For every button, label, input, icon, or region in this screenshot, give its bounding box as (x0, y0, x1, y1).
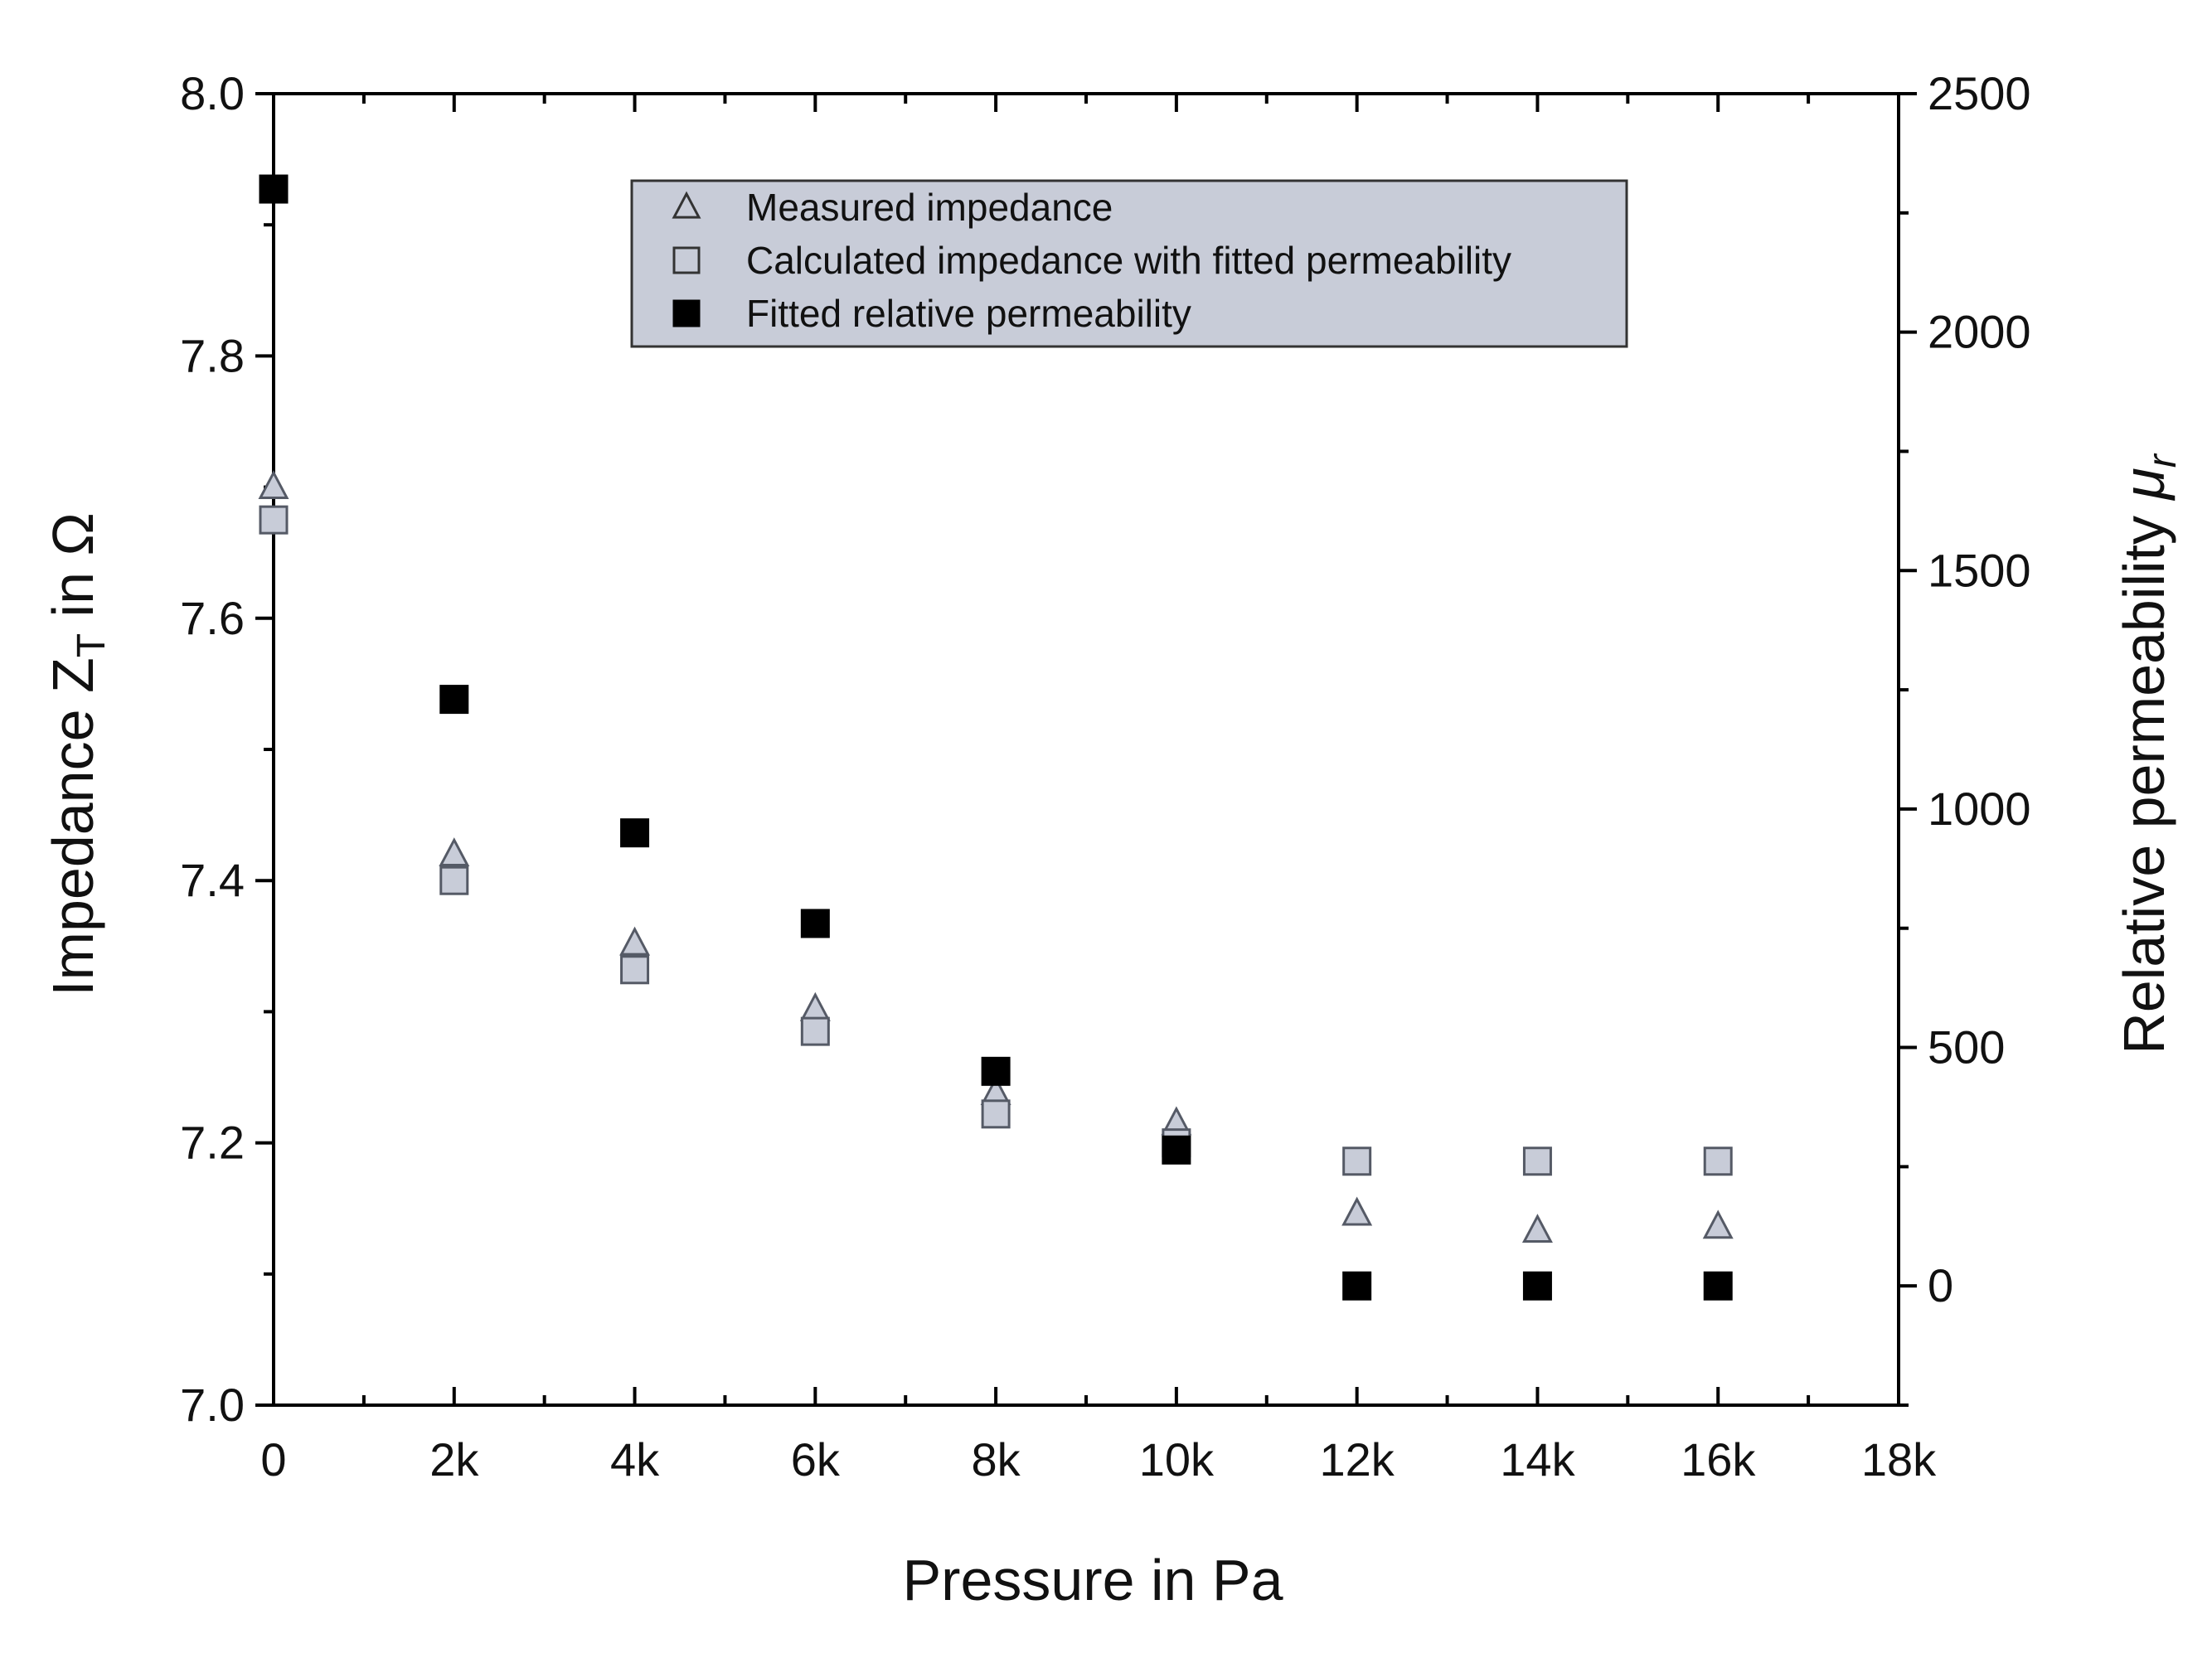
series-2 (259, 174, 1733, 1301)
fitted-permeability-point (1522, 1271, 1552, 1301)
calculated-impedance-point (259, 505, 289, 535)
legend-box (630, 179, 1628, 348)
y-right-tick-label: 500 (1928, 1021, 2005, 1074)
fitted-permeability-point (439, 685, 469, 715)
y-right-tick-label: 2500 (1928, 67, 2031, 119)
legend-marker (672, 299, 701, 327)
fitted-permeability-point (1703, 1271, 1733, 1301)
y-right-tick-label: 0 (1928, 1259, 1953, 1311)
y-left-tick-label: 7.4 (180, 854, 245, 906)
y-axis-left-title-sub: T (70, 633, 114, 657)
legend-label: Measured impedance (746, 186, 1113, 229)
measured-impedance-point (619, 926, 651, 956)
y-axis-left-title-main: Impedance Z (41, 657, 105, 996)
y-axis-right-title-sub: r (2141, 453, 2185, 468)
x-tick-label: 0 (260, 1433, 286, 1486)
fitted-permeability-point (1342, 1271, 1372, 1301)
measured-impedance-point (1521, 1214, 1553, 1244)
calculated-impedance-point (981, 1099, 1011, 1129)
x-tick-label: 8k (972, 1433, 1021, 1486)
y-axis-right-title: Relative permeability μr (2112, 453, 2185, 1054)
measured-impedance-point (258, 470, 289, 500)
y-axis-left-title: Impedance ZT in Ω (41, 512, 114, 996)
axes: 0 2k 4k 6k 8k 10k 12k 14k 16k 18k 7.0 7.2 7.4 7.6 7.8 8… (180, 67, 2030, 1486)
x-tick-label: 16k (1681, 1433, 1756, 1486)
x-tick-label: 12k (1320, 1433, 1395, 1486)
fitted-permeability-point (620, 818, 650, 848)
calculated-impedance-point (1342, 1147, 1372, 1176)
x-tick-label: 18k (1861, 1433, 1937, 1486)
y-left-tick-label: 7.2 (180, 1117, 245, 1169)
series-1 (259, 505, 1733, 1176)
x-tick-label: 14k (1500, 1433, 1575, 1486)
measured-impedance-point (1702, 1210, 1734, 1239)
legend-label: Fitted relative permeability (746, 292, 1191, 335)
data-marks (258, 174, 1734, 1301)
x-tick-label: 2k (429, 1433, 479, 1486)
measured-impedance-point (439, 837, 470, 867)
x-tick-label: 10k (1139, 1433, 1215, 1486)
calculated-impedance-point (800, 1016, 830, 1046)
y-axis-left-title-tail: in Ω (41, 512, 105, 633)
y-left-tick-label: 8.0 (180, 67, 245, 119)
y-left-tick-label: 7.6 (180, 592, 245, 644)
x-axis-title: Pressure in Pa (902, 1548, 1283, 1612)
y-axis-right-title-symbol: μ (2112, 468, 2176, 501)
legend: Measured impedance Calculated impedance w… (630, 179, 1628, 348)
fitted-permeability-point (981, 1056, 1011, 1086)
fitted-permeability-point (800, 909, 830, 938)
fitted-permeability-point (1162, 1135, 1191, 1165)
calculated-impedance-point (620, 955, 650, 985)
y-right-tick-label: 1000 (1928, 783, 2031, 835)
legend-marker (672, 246, 701, 274)
y-left-tick-label: 7.8 (180, 329, 245, 381)
measured-impedance-point (1341, 1196, 1373, 1226)
calculated-impedance-point (439, 865, 469, 895)
calculated-impedance-point (1703, 1147, 1733, 1176)
y-right-tick-label: 2000 (1928, 306, 2031, 358)
legend-marker (672, 191, 701, 219)
calculated-impedance-point (1522, 1147, 1552, 1176)
x-tick-label: 4k (610, 1433, 660, 1486)
y-axis-right-title-main: Relative permeability (2112, 500, 2176, 1054)
x-tick-label: 6k (791, 1433, 841, 1486)
measured-impedance-point (799, 991, 831, 1021)
legend-label: Calculated impedance with fitted permeab… (746, 239, 1511, 282)
y-right-tick-label: 1500 (1928, 544, 2031, 596)
y-left-tick-label: 7.0 (180, 1379, 245, 1431)
fitted-permeability-point (259, 174, 289, 204)
